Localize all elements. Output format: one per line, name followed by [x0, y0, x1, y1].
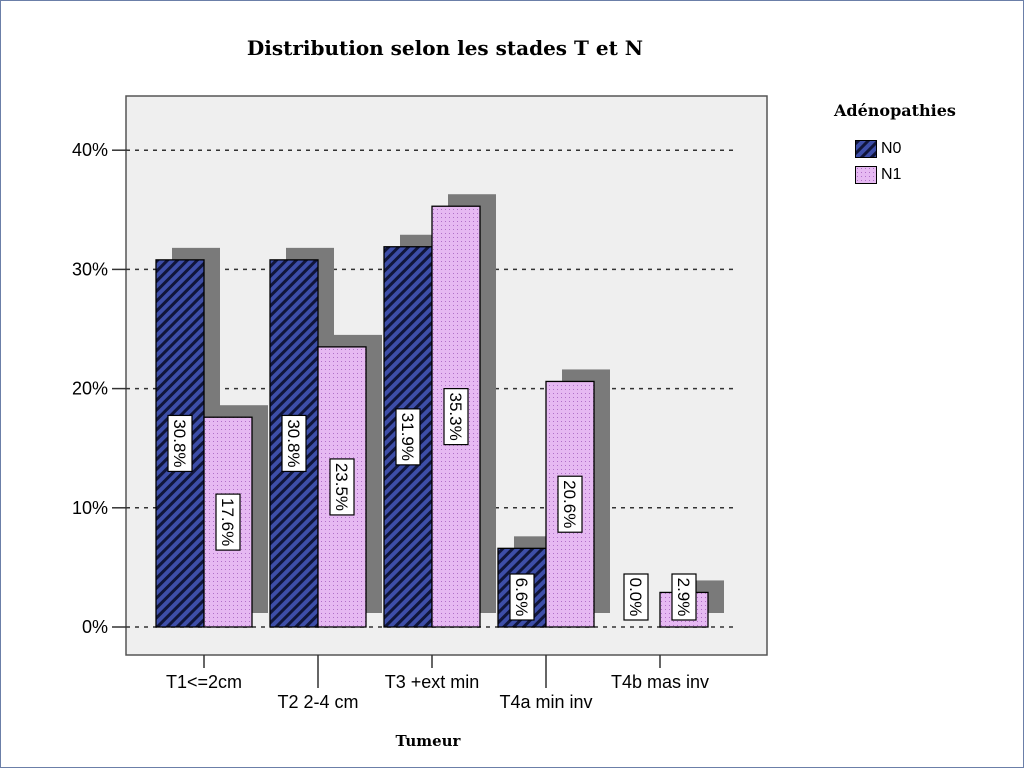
data-label-box: [623, 573, 649, 621]
x-tick-label: T2 2-4 cm: [277, 692, 358, 712]
x-tick-label: T1<=2cm: [166, 672, 242, 692]
data-label: 31.9%: [395, 408, 421, 466]
data-label-box: [329, 458, 355, 516]
y-tick-label: 0%: [82, 617, 108, 637]
x-tick-label: T4a min inv: [499, 692, 592, 712]
data-label-text: 30.8%: [284, 419, 303, 467]
data-label-text: 20.6%: [560, 480, 579, 528]
legend-swatch-n1-fill: [856, 167, 876, 183]
data-label-box: [557, 475, 583, 533]
legend-label-n1: N1: [881, 166, 902, 183]
x-axis-title: Tumeur: [395, 732, 461, 750]
data-label-layer: 30.8% 17.6% 30.8% 23.5% 31.9% 35.3% 6.6% 20.6% 0…: [167, 388, 697, 621]
legend-label-n0: N0: [881, 140, 902, 157]
data-label-text: 17.6%: [218, 498, 237, 546]
data-label-box: [167, 414, 193, 473]
legend-swatch-n1: [855, 166, 877, 184]
data-label-text: 2.9%: [674, 578, 693, 617]
data-label-box: [443, 388, 469, 446]
data-label: 6.6%: [509, 573, 535, 621]
data-label: 20.6%: [557, 475, 583, 533]
data-label-text: 6.6%: [512, 578, 531, 617]
data-label: 30.8%: [167, 414, 193, 473]
y-tick-label: 40%: [72, 140, 108, 160]
data-label-text: 35.3%: [446, 393, 465, 441]
data-label-box: [395, 408, 421, 466]
chart-title: Distribution selon les stades T et N: [246, 36, 644, 60]
data-label: 30.8%: [281, 414, 307, 473]
bar-n0: [383, 246, 433, 628]
y-tick-label: 30%: [72, 259, 108, 279]
axis-layer: 0% 10% 20% 30% 40% T1<=2cm T2 2-4 cm T3 +ext mi…: [72, 140, 709, 712]
data-label-text: 31.9%: [398, 413, 417, 461]
data-label: 35.3%: [443, 388, 469, 446]
bar-n1: [431, 205, 481, 628]
data-label-text: 30.8%: [170, 419, 189, 467]
data-label-box: [509, 573, 535, 621]
data-label-box: [281, 414, 307, 473]
legend-title: Adénopathies: [834, 101, 956, 120]
x-tick-label: T4b mas inv: [611, 672, 709, 692]
legend-swatch-n0-fill: [856, 141, 876, 157]
data-label: 17.6%: [215, 493, 241, 551]
data-label-box: [671, 573, 697, 621]
y-tick-label: 10%: [72, 498, 108, 518]
data-label-box: [215, 493, 241, 551]
data-label-text: 23.5%: [332, 463, 351, 511]
legend-swatch-n0: [855, 140, 877, 158]
data-label-text: 0.0%: [626, 578, 645, 617]
data-label: 2.9%: [671, 573, 697, 621]
data-label: 23.5%: [329, 458, 355, 516]
y-tick-label: 20%: [72, 379, 108, 399]
data-label: 0.0%: [623, 573, 649, 621]
x-tick-label: T3 +ext min: [385, 672, 480, 692]
